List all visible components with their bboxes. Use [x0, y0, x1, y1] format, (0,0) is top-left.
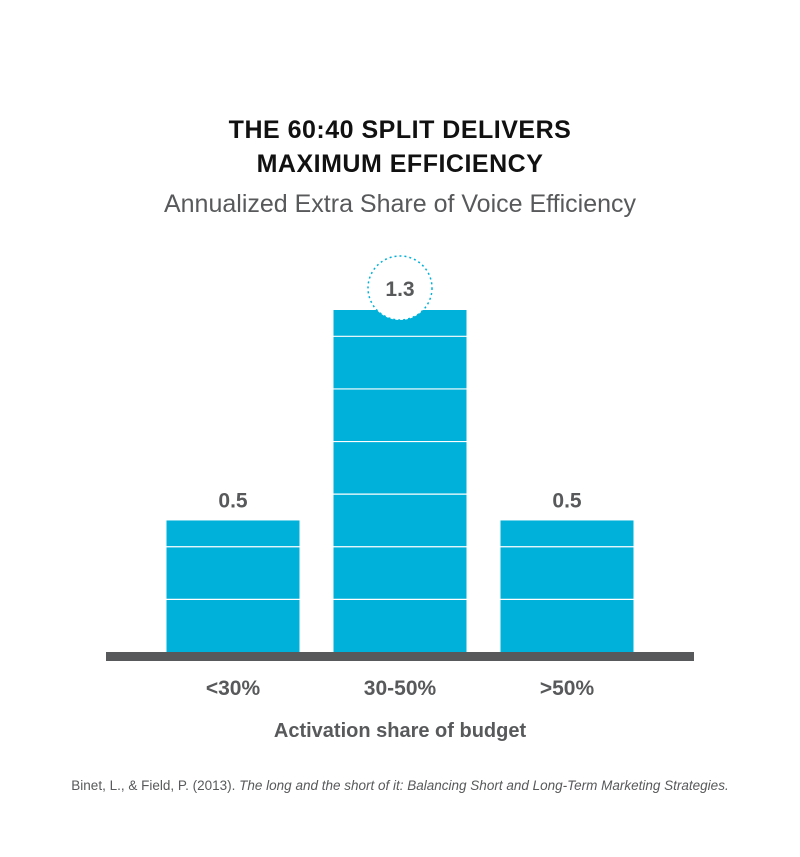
highlight-ring — [367, 255, 433, 321]
chart-subtitle: Annualized Extra Share of Voice Efficien… — [164, 190, 637, 218]
bar-1 — [166, 520, 300, 652]
value-label-1: 0.5 — [218, 489, 248, 512]
bar-3 — [500, 520, 634, 652]
citation-authors: Binet, L., & Field, P. (2013). — [71, 778, 236, 793]
category-label-1: <30% — [206, 677, 261, 700]
x-axis-baseline — [106, 652, 694, 661]
x-axis-title: Activation share of budget — [274, 720, 527, 742]
chart-title-line-2: MAXIMUM EFFICIENCY — [257, 150, 544, 178]
category-label-3: >50% — [540, 677, 595, 700]
chart-title-line-1: THE 60:40 SPLIT DELIVERS — [229, 116, 572, 144]
value-label-2: 1.3 — [385, 278, 414, 301]
category-label-2: 30-50% — [364, 677, 437, 700]
labels-layer: 0.5 <30% 1.3 30-50% 0.5 >50% — [106, 255, 694, 700]
bar-2 — [333, 310, 467, 652]
citation-work: The long and the short of it: Balancing … — [239, 778, 729, 793]
bars-layer — [166, 310, 634, 652]
citation: Binet, L., & Field, P. (2013). The long … — [0, 778, 800, 793]
value-label-3: 0.5 — [552, 489, 582, 512]
